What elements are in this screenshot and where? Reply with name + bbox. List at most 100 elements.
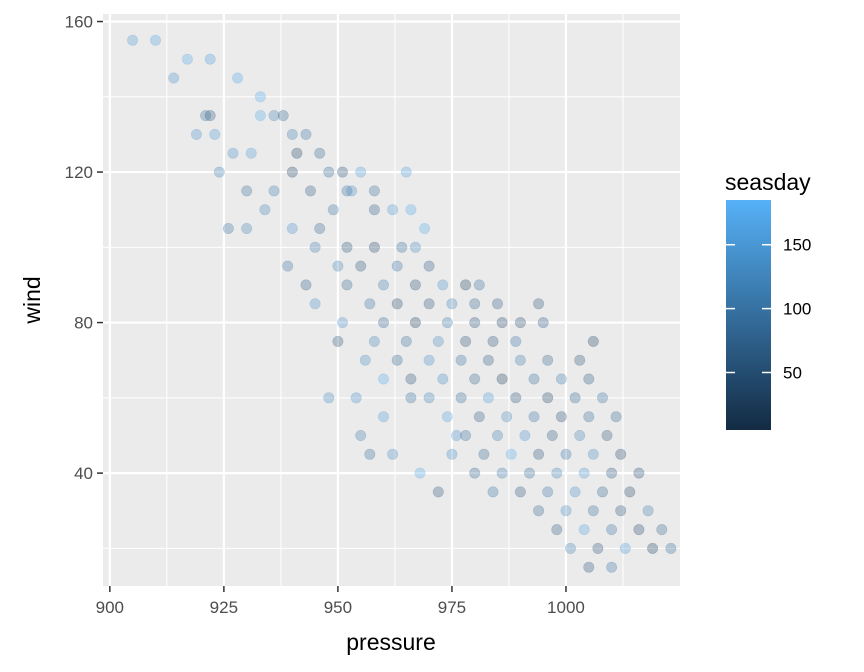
data-point <box>592 542 604 554</box>
data-point <box>460 335 472 347</box>
data-point <box>601 429 613 441</box>
data-point <box>368 241 380 253</box>
data-point <box>254 110 266 122</box>
data-point <box>409 279 421 291</box>
data-point <box>569 392 581 404</box>
data-point <box>469 317 481 329</box>
data-point <box>423 392 435 404</box>
data-point <box>469 467 481 479</box>
major-gridlines <box>103 14 680 586</box>
data-point <box>501 411 513 423</box>
data-point <box>441 317 453 329</box>
data-point <box>619 542 631 554</box>
data-point <box>300 279 312 291</box>
color-legend: seasday 50 100 150 <box>725 169 811 430</box>
x-tick-label: 925 <box>210 598 238 617</box>
data-point <box>432 486 444 498</box>
y-tick-label: 160 <box>65 13 93 32</box>
data-point <box>400 166 412 178</box>
data-point <box>437 279 449 291</box>
data-point <box>150 34 162 46</box>
data-point <box>514 486 526 498</box>
data-point <box>191 128 203 140</box>
data-point <box>364 448 376 460</box>
data-point <box>355 260 367 272</box>
data-point <box>222 223 234 235</box>
data-point <box>355 166 367 178</box>
data-point <box>241 223 253 235</box>
data-point <box>409 241 421 253</box>
data-point <box>391 354 403 366</box>
data-point <box>377 373 389 385</box>
data-point <box>491 298 503 310</box>
data-point <box>583 561 595 573</box>
data-point <box>569 486 581 498</box>
data-point <box>291 147 303 159</box>
data-point <box>487 335 499 347</box>
data-point <box>213 166 225 178</box>
data-point <box>377 317 389 329</box>
data-point <box>519 429 531 441</box>
data-point <box>268 185 280 197</box>
data-point <box>409 317 421 329</box>
data-point <box>482 392 494 404</box>
data-point <box>405 204 417 216</box>
data-point <box>368 335 380 347</box>
data-point <box>615 505 627 517</box>
x-axis-title: pressure <box>346 629 435 655</box>
data-point <box>419 223 431 235</box>
data-point <box>578 524 590 536</box>
data-point <box>665 542 677 554</box>
data-point <box>587 505 599 517</box>
legend-label: 150 <box>783 236 811 255</box>
data-point <box>204 110 216 122</box>
data-point <box>537 317 549 329</box>
data-point <box>286 223 298 235</box>
data-point <box>542 486 554 498</box>
data-point <box>227 147 239 159</box>
data-point <box>309 241 321 253</box>
data-point <box>368 185 380 197</box>
plot-panel <box>103 14 680 586</box>
data-point <box>542 354 554 366</box>
data-point <box>469 298 481 310</box>
data-point <box>647 542 659 554</box>
legend-ticks: 50 100 150 <box>726 236 811 383</box>
data-point <box>336 317 348 329</box>
data-point <box>546 429 558 441</box>
data-point <box>510 335 522 347</box>
data-point <box>341 279 353 291</box>
data-point <box>245 147 257 159</box>
data-point <box>332 335 344 347</box>
data-point <box>391 260 403 272</box>
data-point <box>473 279 485 291</box>
data-point <box>309 298 321 310</box>
data-point <box>391 298 403 310</box>
data-point <box>268 110 280 122</box>
y-axis: 40 80 120 160 <box>65 13 103 483</box>
data-point <box>528 411 540 423</box>
data-point <box>359 354 371 366</box>
legend-colorbar <box>726 200 771 430</box>
data-point <box>327 204 339 216</box>
data-point <box>350 392 362 404</box>
data-point <box>387 204 399 216</box>
data-point <box>533 448 545 460</box>
minor-gridlines <box>103 14 680 586</box>
data-point <box>606 561 618 573</box>
data-point <box>496 467 508 479</box>
data-point <box>336 166 348 178</box>
x-axis: 900 925 950 975 1000 <box>96 586 585 617</box>
data-point <box>460 279 472 291</box>
data-point <box>304 185 316 197</box>
data-point <box>560 448 572 460</box>
data-point <box>314 223 326 235</box>
data-point <box>200 110 212 122</box>
data-point <box>514 354 526 366</box>
data-point <box>596 392 608 404</box>
data-point <box>510 392 522 404</box>
data-point <box>168 72 180 84</box>
data-point <box>469 373 481 385</box>
data-point <box>587 448 599 460</box>
